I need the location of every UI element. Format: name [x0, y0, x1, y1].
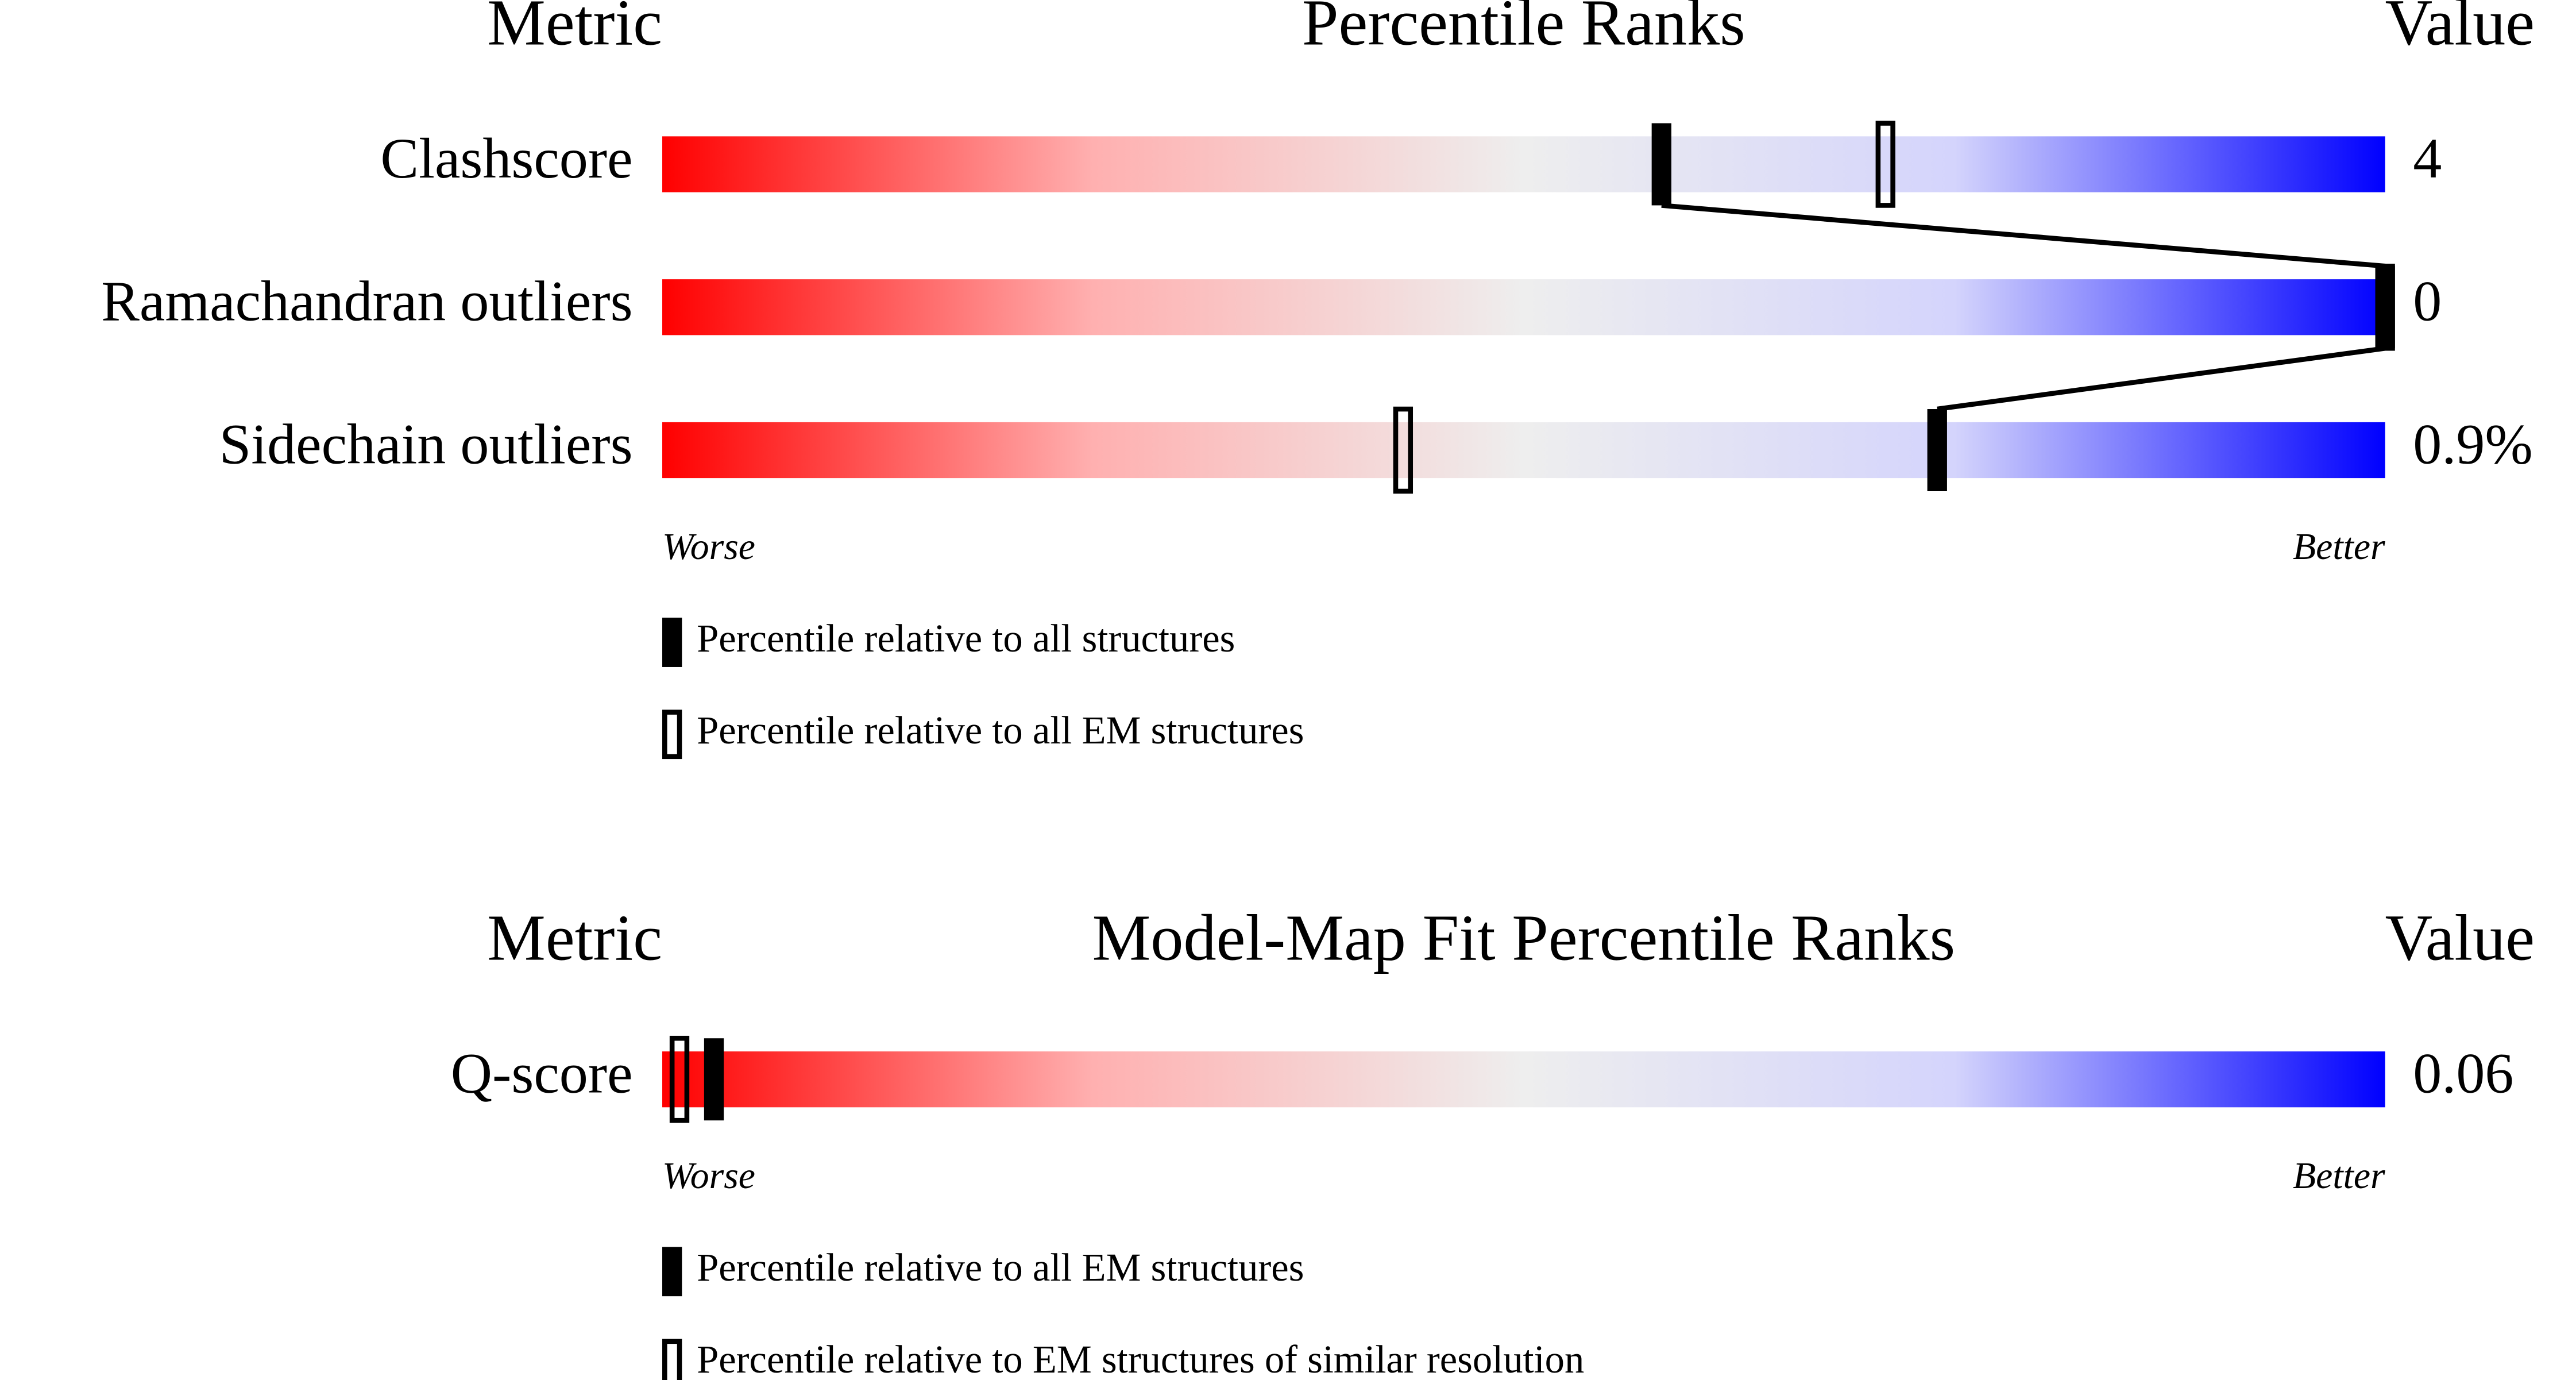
filled-marker: [1927, 409, 1947, 491]
filled-marker: [2375, 266, 2395, 349]
metric-value: 0: [2413, 269, 2442, 333]
open-marker: [669, 1035, 690, 1123]
metric-label: Q-score: [451, 1042, 633, 1105]
percentile-bar: [662, 422, 2385, 479]
legend-label: Percentile relative to all EM structures: [697, 1246, 1304, 1289]
filled-marker: [1651, 123, 1671, 206]
worse-label: Worse: [662, 1155, 755, 1197]
metric-label: Ramachandran outliers: [101, 269, 632, 333]
percentile-bar: [662, 279, 2385, 336]
legend-swatch: [662, 618, 682, 667]
filled-marker: [704, 1038, 724, 1121]
open-marker: [1875, 121, 1895, 208]
legend-label: Percentile relative to all structures: [697, 616, 1235, 660]
legend-swatch: [662, 1247, 682, 1297]
metric-header: Metric: [487, 901, 662, 974]
better-label: Better: [2293, 1155, 2385, 1197]
value-header: Value: [2385, 0, 2535, 59]
legend-swatch: [662, 1339, 682, 1380]
percentile-bar: [662, 136, 2385, 192]
metric-header: Metric: [487, 0, 662, 59]
open-marker: [1393, 406, 1413, 494]
worse-label: Worse: [662, 526, 755, 568]
legend-label: Percentile relative to all EM structures: [697, 708, 1304, 752]
chart-title: Model-Map Fit Percentile Ranks: [1092, 901, 1956, 974]
legend-swatch: [662, 710, 682, 760]
metric-value: 4: [2413, 126, 2442, 190]
metric-label: Clashscore: [380, 126, 632, 190]
better-label: Better: [2293, 526, 2385, 568]
percentile-bar: [662, 1051, 2385, 1108]
value-header: Value: [2385, 901, 2535, 974]
metric-label: Sidechain outliers: [219, 412, 633, 476]
metric-value: 0.06: [2413, 1042, 2513, 1105]
chart-title: Percentile Ranks: [1302, 0, 1745, 59]
legend-label: Percentile relative to EM structures of …: [697, 1337, 1584, 1380]
metric-value: 0.9%: [2413, 412, 2532, 476]
